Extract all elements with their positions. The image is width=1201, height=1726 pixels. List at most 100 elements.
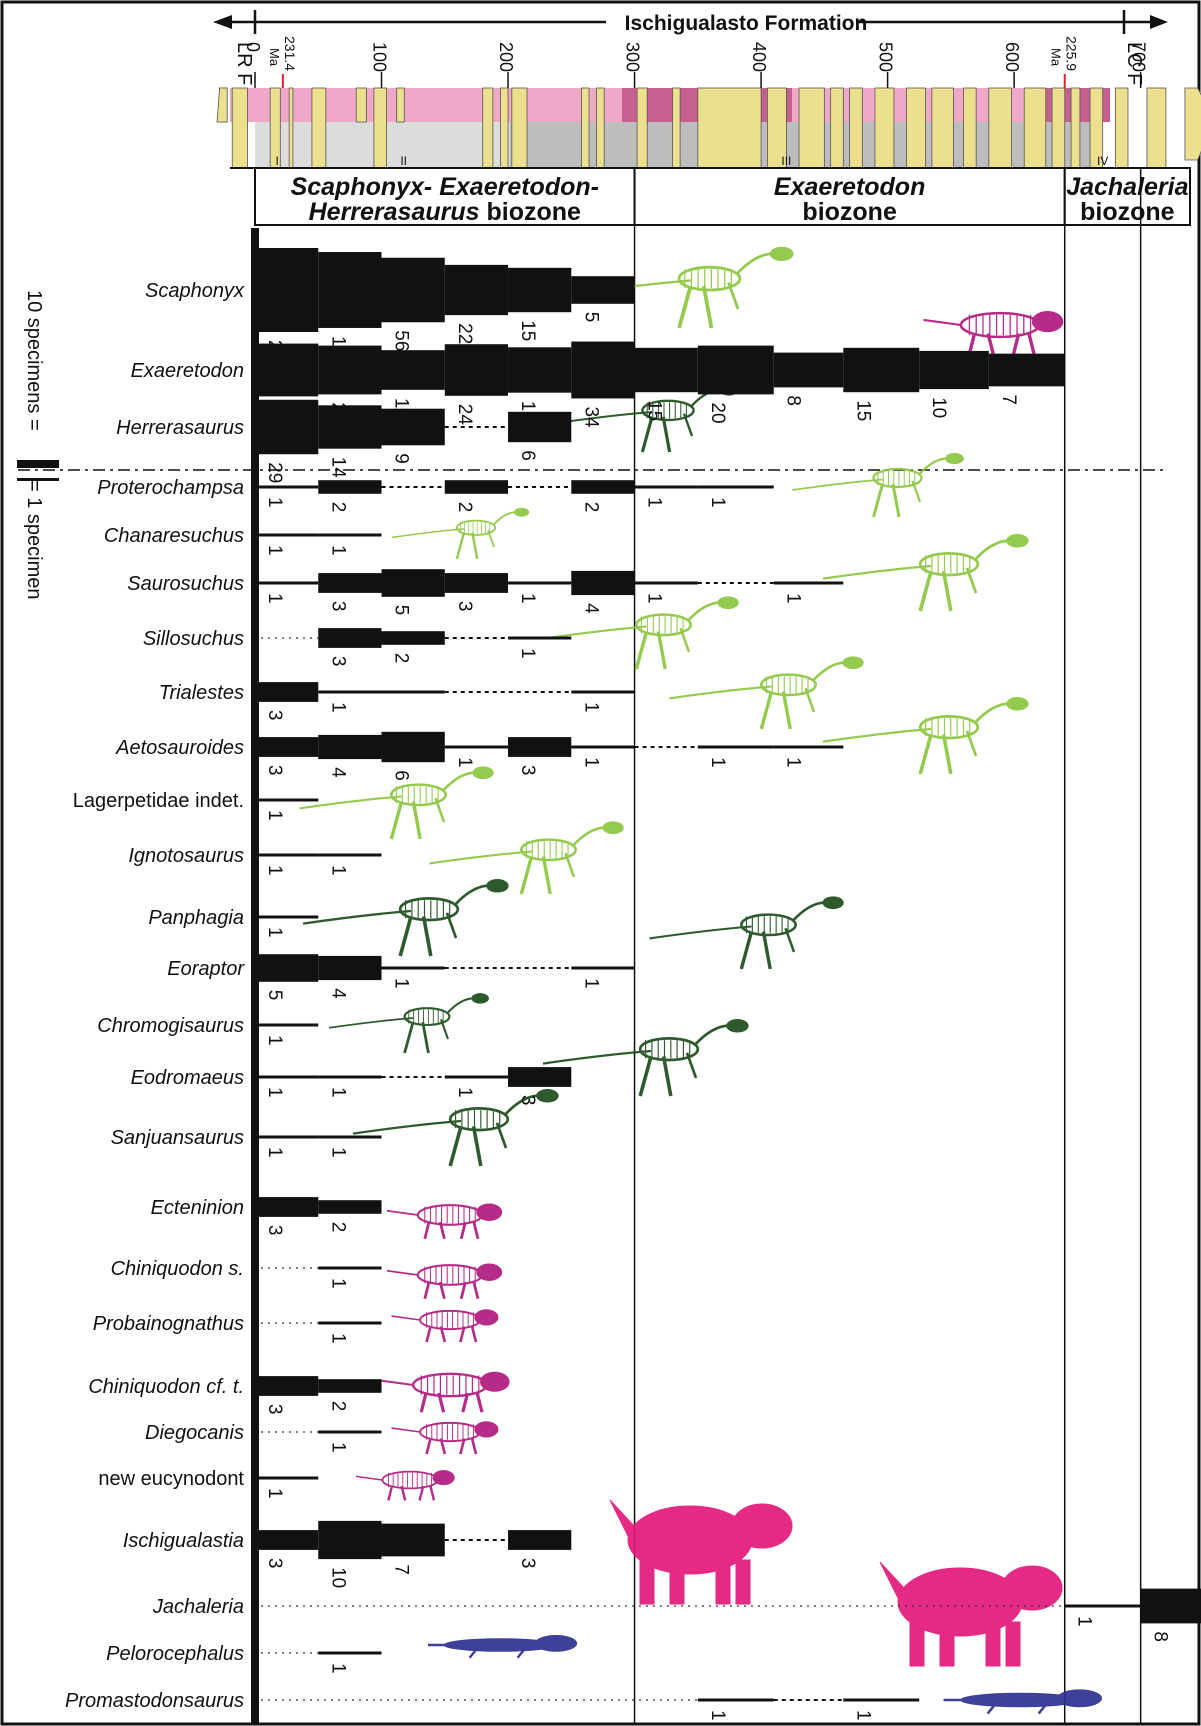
range-bar	[318, 1430, 382, 1434]
range-bar	[444, 480, 509, 494]
specimen-count: 1	[264, 1087, 285, 1098]
taxon-label: Panphagia	[148, 907, 244, 929]
range-bar	[508, 1530, 572, 1550]
taxon-label: Ischigualastia	[123, 1530, 244, 1552]
taxon-label: Ecteninion	[151, 1197, 244, 1219]
specimen-count: 1	[264, 927, 285, 938]
taxon-label: Chiniquodon s.	[111, 1258, 244, 1280]
x-tick-label: 0	[243, 42, 263, 52]
specimen-count: 9	[391, 453, 412, 464]
specimen-count: 3	[264, 1225, 285, 1236]
specimen-count: 8	[1150, 1631, 1171, 1642]
specimen-count: 3	[517, 1558, 538, 1569]
specimen-count: 1	[327, 1333, 348, 1344]
biozone-boundaries	[633, 168, 1142, 1724]
range-bar	[318, 690, 445, 694]
taxon-row: Probainognathus 1	[93, 1313, 382, 1344]
specimen-count: 10	[327, 1567, 348, 1588]
biozone-row: Scaphonyx- Exaeretodon-Herrerasaurus bio…	[254, 167, 1192, 226]
sandstone-bed	[216, 87, 228, 123]
range-bar	[255, 1476, 319, 1480]
specimen-count: 3	[517, 765, 538, 776]
biozone-box: Scaphonyx- Exaeretodon-Herrerasaurus bio…	[254, 167, 636, 226]
left-unit-label: LR F	[233, 42, 255, 85]
taxon-label: Lagerpetidae indet.	[73, 790, 244, 812]
taxon-label: Chanaresuchus	[104, 525, 244, 547]
range-bar	[571, 570, 635, 596]
range-bar	[318, 955, 382, 981]
scale-note: 10 specimens = = 1 specimen	[17, 290, 59, 600]
taxon-row: Proterochampsa 1 2 2 2 1 1	[97, 477, 774, 512]
taxon-silhouette	[822, 534, 1029, 612]
taxon-silhouette	[822, 697, 1029, 775]
range-bar	[634, 485, 698, 489]
range-bar	[381, 257, 445, 323]
range-bar	[318, 1651, 382, 1655]
range-bar	[697, 1698, 774, 1702]
specimen-count: 1	[852, 1710, 873, 1721]
x-tick-label: 500	[876, 42, 896, 72]
range-bar	[508, 636, 572, 640]
range-bar	[508, 1067, 572, 1087]
range-bar	[444, 573, 509, 593]
range-bar	[508, 737, 572, 757]
sandstone-bed	[581, 87, 590, 169]
biozone-title: Exaeretodon	[774, 173, 925, 201]
range-bar	[318, 1321, 382, 1325]
sandstone-bed	[1114, 87, 1129, 169]
range-bar	[571, 480, 635, 494]
taxon-silhouette	[542, 1019, 749, 1097]
specimen-count: 1	[264, 545, 285, 556]
range-bar	[508, 581, 572, 585]
taxon-label: Proterochampsa	[97, 477, 244, 499]
taxon-label: Sillosuchus	[143, 628, 244, 650]
specimen-count: 1	[327, 865, 348, 876]
range-bar	[508, 267, 572, 313]
specimen-count: 22	[454, 323, 475, 344]
taxon-silhouette	[576, 246, 794, 329]
range-bar	[508, 347, 572, 393]
date-label: 231.4	[282, 36, 298, 71]
specimen-count: 1	[454, 757, 475, 768]
range-bar	[255, 1376, 319, 1396]
range-bar	[988, 353, 1065, 387]
specimen-count: 1	[327, 1147, 348, 1158]
specimen-count: 1	[707, 757, 728, 768]
taxon-row: Exaeretodon2620112416341520815107	[131, 341, 1065, 428]
range-bar	[255, 343, 319, 397]
member-label: II	[400, 154, 407, 168]
taxon-silhouette	[386, 1263, 503, 1300]
sandstone-bed	[231, 87, 248, 169]
range-bar	[255, 1197, 319, 1217]
biozone-subtitle: biozone	[802, 198, 897, 226]
range-bar	[381, 408, 445, 446]
specimen-count: 15	[644, 400, 665, 421]
taxon-silhouette	[328, 993, 489, 1054]
sandstone-bed	[482, 87, 494, 169]
sandstone-bed	[396, 87, 405, 123]
range-bar	[318, 480, 382, 494]
sandstone-bed	[672, 87, 681, 169]
taxon-label: Ignotosaurus	[128, 845, 244, 867]
range-bar	[318, 1075, 382, 1079]
taxon-silhouette	[669, 656, 864, 730]
taxon-label: Scaphonyx	[145, 280, 245, 302]
sandstone-bed	[1184, 87, 1201, 161]
specimen-count: 4	[327, 767, 348, 778]
biozone-subtitle: Herrerasaurus biozone	[309, 198, 581, 226]
range-bar	[255, 915, 319, 919]
range-bar	[508, 411, 572, 443]
specimen-count: 5	[391, 605, 412, 616]
taxon-row: Diegocanis 1	[145, 1422, 382, 1453]
specimen-count: 1	[454, 1087, 475, 1098]
range-bar	[1064, 1604, 1141, 1608]
specimen-count: 1	[644, 593, 665, 604]
taxon-silhouette	[391, 1421, 499, 1455]
taxon-row: Sanjuansaurus 1 1	[111, 1127, 382, 1158]
range-bar	[571, 745, 635, 749]
specimen-count: 1	[327, 702, 348, 713]
taxon-label: Eodromaeus	[131, 1067, 244, 1089]
taxon-label: Chromogisaurus	[97, 1015, 244, 1037]
